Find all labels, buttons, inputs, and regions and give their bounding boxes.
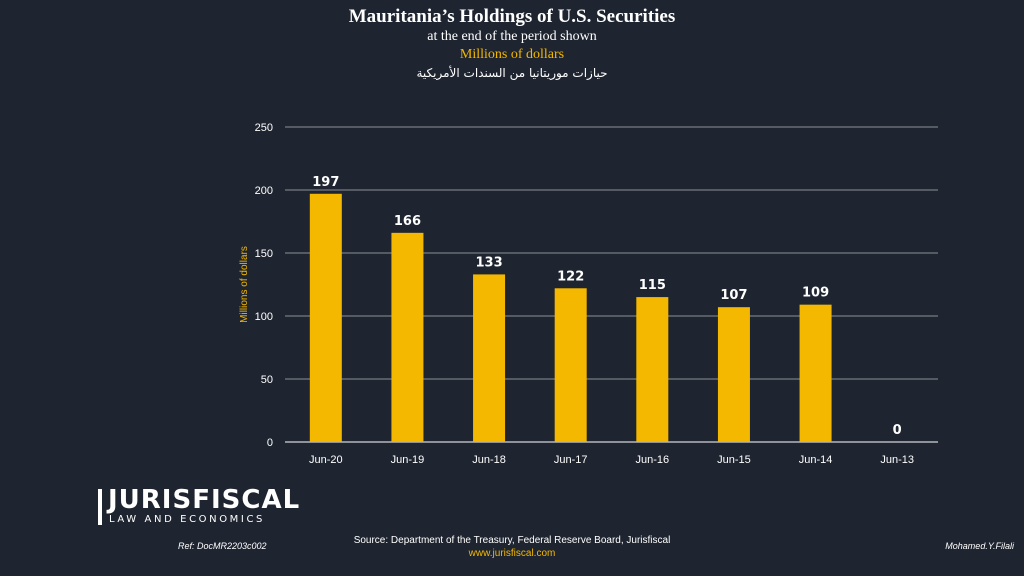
- y-tick-label: 0: [267, 437, 273, 449]
- data-label: 107: [720, 288, 747, 303]
- title-block: Mauritania’s Holdings of U.S. Securities…: [0, 6, 1024, 82]
- x-tick-label: Jun-17: [554, 454, 588, 466]
- units-label: Millions of dollars: [459, 47, 565, 62]
- data-label: 115: [639, 278, 666, 293]
- y-tick-label: 200: [255, 185, 273, 197]
- bar: [473, 274, 506, 442]
- x-tick-label: Jun-20: [309, 454, 343, 466]
- bar-chart: 0 50 100 150 200 250 Millions of dollars 197 Jun…: [239, 122, 938, 466]
- bar: [717, 307, 750, 442]
- y-tick-label: 150: [255, 248, 273, 260]
- x-tick-label: Jun-15: [717, 454, 751, 466]
- data-label: 109: [802, 286, 829, 301]
- reference-id: Ref: DocMR2203c002: [178, 541, 267, 551]
- data-label: 133: [475, 255, 502, 270]
- data-label: 0: [893, 423, 902, 438]
- x-tick-label: Jun-16: [635, 454, 669, 466]
- logo-name: JURISFISCAL: [108, 485, 301, 515]
- y-tick-label: 100: [255, 311, 273, 323]
- logo-tagline: LAW AND ECONOMICS: [109, 514, 265, 525]
- bar: [799, 304, 832, 442]
- website-link[interactable]: www.jurisfiscal.com: [468, 548, 556, 559]
- bar: [636, 297, 669, 442]
- y-tick-label: 250: [255, 122, 273, 134]
- arabic-title: حيازات موريتانيا من السندات الأمريكية: [416, 66, 608, 80]
- data-label: 166: [394, 214, 421, 229]
- x-tick-label: Jun-14: [799, 454, 833, 466]
- x-tick-label: Jun-19: [391, 454, 425, 466]
- y-axis-label: Millions of dollars: [239, 246, 250, 323]
- source-note: Source: Department of the Treasury, Fede…: [353, 535, 671, 546]
- chart-title: Mauritania’s Holdings of U.S. Securities: [348, 6, 676, 27]
- bar: [554, 288, 587, 442]
- data-label: 122: [557, 269, 584, 284]
- data-label: 197: [312, 175, 339, 190]
- logo-bar: [98, 489, 102, 525]
- x-tick-label: Jun-13: [880, 454, 914, 466]
- chart-subtitle: at the end of the period shown: [427, 29, 597, 44]
- y-tick-label: 50: [261, 374, 273, 386]
- bar: [391, 232, 424, 442]
- bar: [309, 193, 342, 442]
- x-tick-label: Jun-18: [472, 454, 506, 466]
- author-name: Mohamed.Y.Filali: [945, 541, 1014, 551]
